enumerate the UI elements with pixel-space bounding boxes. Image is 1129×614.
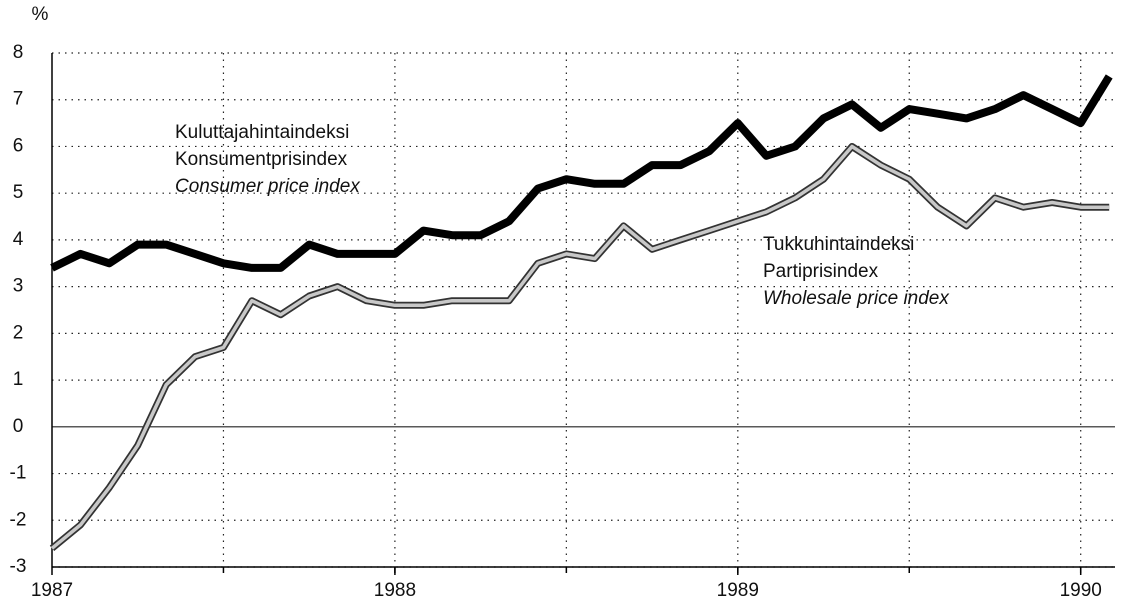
y-tick-label: -2 bbox=[10, 509, 27, 530]
series-label: Partiprisindex bbox=[763, 261, 879, 282]
x-tick-label: 1987 bbox=[31, 580, 73, 601]
x-tick-label: 1988 bbox=[374, 580, 416, 601]
y-tick-label: 3 bbox=[13, 276, 24, 297]
x-tick-label: 1990 bbox=[1060, 580, 1102, 601]
y-tick-label: 4 bbox=[13, 229, 24, 250]
series-label: Kuluttajahintaindeksi bbox=[175, 122, 349, 143]
x-tick-label: 1989 bbox=[717, 580, 759, 601]
y-tick-label: 0 bbox=[13, 416, 24, 437]
legend-label: Wholesale price index bbox=[763, 288, 950, 309]
series-label: Konsumentprisindex bbox=[175, 149, 348, 170]
y-tick-label: 7 bbox=[13, 89, 24, 110]
y-tick-label: 6 bbox=[13, 135, 24, 156]
series-line-outline bbox=[49, 143, 1110, 552]
y-tick-label: 2 bbox=[13, 322, 24, 343]
y-unit: % bbox=[32, 4, 49, 25]
series-label: Tukkuhintaindeksi bbox=[763, 234, 914, 255]
y-tick-label: 8 bbox=[13, 42, 24, 63]
y-tick-label: 5 bbox=[13, 182, 24, 203]
series-line bbox=[50, 144, 1110, 550]
y-tick-label: -1 bbox=[10, 463, 27, 484]
y-tick-label: 1 bbox=[13, 369, 24, 390]
y-tick-label: -3 bbox=[10, 556, 27, 577]
series-line bbox=[50, 74, 1113, 272]
legend-label: Consumer price index bbox=[175, 176, 361, 197]
